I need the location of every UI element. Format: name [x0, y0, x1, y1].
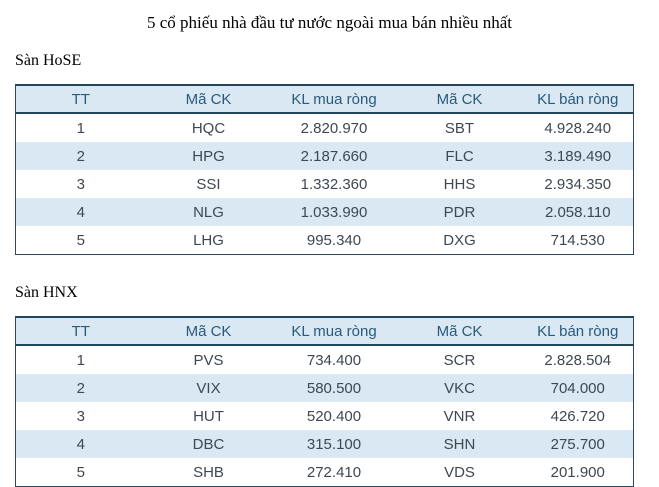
column-header-tt: TT [15, 316, 146, 346]
cell: 520.400 [271, 402, 397, 430]
cell: SCR [396, 345, 523, 374]
cell: 2 [15, 142, 146, 170]
table-row: 5 SHB 272.410 VDS 201.900 [15, 458, 634, 487]
table-row: 4 NLG 1.033.990 PDR 2.058.110 [15, 198, 634, 226]
cell: LHG [145, 226, 272, 255]
page-title: 5 cổ phiếu nhà đầu tư nước ngoài mua bán… [147, 13, 512, 32]
cell: 275.700 [522, 430, 634, 458]
cell: PDR [396, 198, 523, 226]
column-header-ma-ck-buy: Mã CK [145, 316, 272, 346]
cell: 4 [15, 198, 146, 226]
cell: 4 [15, 430, 146, 458]
cell: VNR [396, 402, 523, 430]
cell: 4.928.240 [522, 113, 634, 142]
cell: NLG [145, 198, 272, 226]
cell: 2 [15, 374, 146, 402]
cell: SBT [396, 113, 523, 142]
cell: 1 [15, 345, 146, 374]
cell: 3.189.490 [522, 142, 634, 170]
column-header-ma-ck-buy: Mã CK [145, 84, 272, 114]
section-label-hnx: Sàn HNX [15, 284, 78, 301]
cell: 201.900 [522, 458, 634, 487]
column-header-ma-ck-sell: Mã CK [396, 84, 523, 114]
cell: SHB [145, 458, 272, 487]
cell: 315.100 [271, 430, 397, 458]
cell: DXG [396, 226, 523, 255]
cell: SSI [145, 170, 272, 198]
table-row: 2 HPG 2.187.660 FLC 3.189.490 [15, 142, 634, 170]
column-header-kl-mua-rong: KL mua ròng [271, 316, 397, 346]
cell: 1.033.990 [271, 198, 397, 226]
column-header-ma-ck-sell: Mã CK [396, 316, 523, 346]
table-row: 5 LHG 995.340 DXG 714.530 [15, 226, 634, 255]
cell: 704.000 [522, 374, 634, 402]
cell: FLC [396, 142, 523, 170]
table-row: 1 HQC 2.820.970 SBT 4.928.240 [15, 113, 634, 142]
cell: PVS [145, 345, 272, 374]
column-header-kl-mua-rong: KL mua ròng [271, 84, 397, 114]
cell: 734.400 [271, 345, 397, 374]
cell: SHN [396, 430, 523, 458]
cell: 3 [15, 170, 146, 198]
cell: 714.530 [522, 226, 634, 255]
cell: 5 [15, 458, 146, 487]
cell: HUT [145, 402, 272, 430]
cell: 2.934.350 [522, 170, 634, 198]
hnx-table: TT Mã CK KL mua ròng Mã CK KL bán ròng 1… [15, 316, 634, 487]
cell: 2.820.970 [271, 113, 397, 142]
hose-table: TT Mã CK KL mua ròng Mã CK KL bán ròng 1… [15, 84, 634, 255]
cell: 1.332.360 [271, 170, 397, 198]
cell: VDS [396, 458, 523, 487]
table-row: 1 PVS 734.400 SCR 2.828.504 [15, 345, 634, 374]
cell: 272.410 [271, 458, 397, 487]
cell: 426.720 [522, 402, 634, 430]
cell: 3 [15, 402, 146, 430]
table-row: 3 SSI 1.332.360 HHS 2.934.350 [15, 170, 634, 198]
cell: 1 [15, 113, 146, 142]
section-label-hose: Sàn HoSE [15, 52, 82, 69]
column-header-kl-ban-rong: KL bán ròng [522, 84, 634, 114]
cell: VKC [396, 374, 523, 402]
hose-table-header: TT Mã CK KL mua ròng Mã CK KL bán ròng [15, 84, 634, 114]
cell: 2.187.660 [271, 142, 397, 170]
cell: HPG [145, 142, 272, 170]
cell: HHS [396, 170, 523, 198]
cell: VIX [145, 374, 272, 402]
column-header-tt: TT [15, 84, 146, 114]
cell: DBC [145, 430, 272, 458]
cell: 580.500 [271, 374, 397, 402]
table-row: 2 VIX 580.500 VKC 704.000 [15, 374, 634, 402]
hnx-table-header: TT Mã CK KL mua ròng Mã CK KL bán ròng [15, 316, 634, 346]
cell: HQC [145, 113, 272, 142]
cell: 5 [15, 226, 146, 255]
cell: 995.340 [271, 226, 397, 255]
table-row: 4 DBC 315.100 SHN 275.700 [15, 430, 634, 458]
cell: 2.828.504 [522, 345, 634, 374]
cell: 2.058.110 [522, 198, 634, 226]
column-header-kl-ban-rong: KL bán ròng [522, 316, 634, 346]
table-row: 3 HUT 520.400 VNR 426.720 [15, 402, 634, 430]
